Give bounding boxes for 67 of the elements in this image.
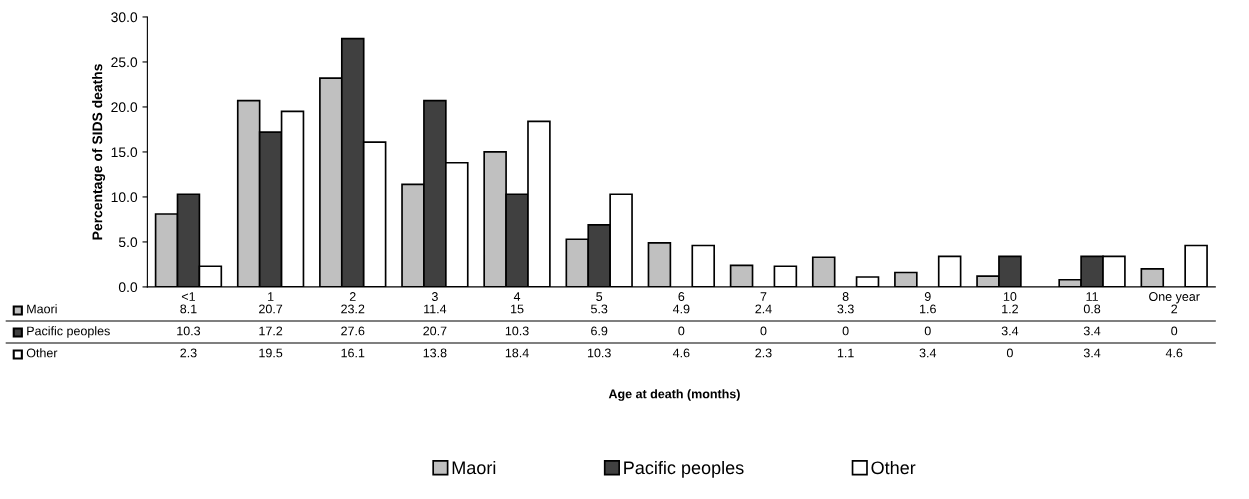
- data-label: 20.7: [423, 326, 447, 336]
- data-label: 23.2: [341, 304, 365, 314]
- data-label: 2.3: [180, 348, 197, 358]
- data-label: 27.6: [341, 326, 365, 336]
- data-label: 19.5: [259, 348, 283, 358]
- data-label: 17.2: [259, 326, 283, 336]
- x-tick-label: 6: [678, 292, 685, 301]
- data-label: 6.9: [591, 326, 608, 336]
- text: Other: [871, 460, 916, 475]
- x-tick-label: 8: [842, 292, 849, 301]
- data-label: 8.1: [180, 304, 197, 314]
- data-label: 18.4: [505, 348, 529, 358]
- data-label: 4.6: [672, 348, 690, 358]
- data-label: 0: [1006, 348, 1013, 358]
- y-tick-label: 0.0: [118, 282, 138, 293]
- y-tick-label: 20.0: [111, 102, 138, 113]
- data-label: 4.9: [672, 304, 690, 314]
- data-label: 16.1: [341, 348, 365, 358]
- data-label: 1.2: [1002, 304, 1018, 314]
- data-label: 0: [1171, 326, 1178, 336]
- x-tick-label: 9: [924, 292, 931, 301]
- y-axis-title: Percentage of SIDS deaths: [92, 64, 106, 240]
- data-label: 5.3: [591, 304, 608, 314]
- data-label: 10.3: [587, 348, 611, 358]
- x-tick-label: One year: [1149, 292, 1200, 304]
- data-label: 2.3: [755, 348, 772, 358]
- x-tick-label: 2: [349, 292, 356, 301]
- data-label: 3.4: [1083, 348, 1101, 358]
- data-label: 10.3: [505, 326, 529, 336]
- x-tick-label: 5: [596, 292, 603, 301]
- y-tick-label: 10.0: [111, 192, 138, 203]
- data-label: 15: [511, 304, 524, 314]
- data-label: 1.1: [837, 348, 854, 358]
- text: Pacific peoples: [624, 460, 744, 478]
- data-label: 3.4: [919, 348, 937, 358]
- y-tick-label: 30.0: [111, 12, 138, 23]
- text: Age at death (months): [608, 389, 740, 401]
- data-label: 0: [760, 326, 767, 336]
- data-label: 3.4: [1083, 326, 1101, 336]
- data-label: 13.8: [423, 348, 447, 358]
- legend-label: Other: [26, 348, 58, 358]
- y-tick-label: 15.0: [111, 147, 138, 158]
- data-label: 10.3: [177, 326, 201, 336]
- data-label: 3.4: [1001, 326, 1019, 336]
- y-tick-label: 5.0: [118, 237, 138, 248]
- data-label: 0: [678, 326, 685, 336]
- data-label: 4.6: [1165, 348, 1183, 358]
- x-tick-label: 4: [513, 292, 521, 301]
- y-tick-label: 25.0: [111, 57, 138, 68]
- x-tick-label: 7: [760, 292, 767, 301]
- data-label: 1.6: [920, 304, 936, 314]
- data-label: 3.3: [837, 304, 854, 314]
- legend-label: Maori: [27, 304, 57, 314]
- x-tick-label: 11: [1086, 292, 1098, 301]
- data-label: 0: [842, 326, 849, 336]
- x-tick-label: 3: [431, 292, 438, 301]
- x-tick-label: <1: [181, 292, 195, 301]
- data-label: 0.8: [1083, 304, 1101, 314]
- data-label: 20.7: [259, 304, 283, 314]
- legend-label: Pacific peoples: [27, 326, 110, 338]
- data-label: 11.4: [424, 304, 447, 314]
- data-label: 0: [924, 326, 931, 336]
- data-label: 2.4: [755, 304, 772, 314]
- x-tick-label: 1: [268, 292, 274, 301]
- text: Maori: [452, 460, 496, 475]
- x-tick-label: 10: [1003, 292, 1017, 301]
- data-label: 2: [1171, 304, 1178, 314]
